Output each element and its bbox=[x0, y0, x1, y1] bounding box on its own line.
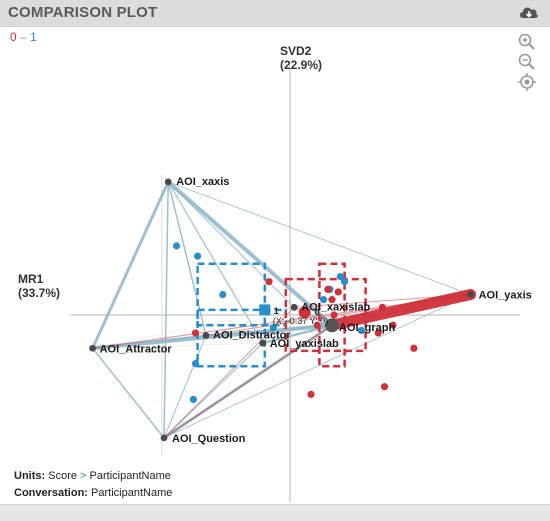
node-AOI_Distractor bbox=[202, 332, 210, 339]
node-label-AOI_Attractor: AOI_Attractor bbox=[100, 343, 173, 355]
network-edge-AOI_Question-AOI_graph bbox=[162, 323, 334, 440]
network-edge-AOI_Question-AOI_yaxis bbox=[163, 294, 472, 439]
units-label: Units: bbox=[14, 470, 46, 482]
network-edge-AOI_Distractor-AOI_graph bbox=[205, 324, 333, 337]
network-edge-AOI_xaxis-AOI_yaxis bbox=[167, 181, 472, 295]
plot-footer-bar bbox=[0, 504, 550, 521]
plot-title: COMPARISON PLOT bbox=[8, 4, 158, 21]
plot-header: COMPARISON PLOT bbox=[0, 0, 550, 27]
data-point-group-0 bbox=[334, 288, 342, 296]
network-edge-AOI_Question-AOI_yaxislab bbox=[163, 342, 264, 439]
zoom-out-icon[interactable] bbox=[517, 52, 537, 72]
centroid-group-1 bbox=[259, 304, 271, 316]
x-axis-title: MR1 (33.7%) bbox=[18, 272, 60, 300]
centroid-group-0 bbox=[298, 306, 311, 319]
data-point-group-0 bbox=[313, 321, 321, 329]
node-label-AOI_xaxislab: AOI_xaxislab bbox=[301, 301, 370, 313]
node-label-AOI_Distractor: AOI_Distractor bbox=[213, 329, 291, 341]
node-AOI_Attractor bbox=[89, 344, 96, 352]
data-point-group-0 bbox=[378, 303, 386, 311]
network-edge-AOI_Question-AOI_graph bbox=[163, 324, 333, 439]
network-edge-AOI_Attractor-AOI_Distractor bbox=[91, 334, 207, 350]
legend-separator: – bbox=[20, 30, 27, 44]
network-edge-AOI_xaxis-AOI_Question bbox=[163, 181, 169, 439]
network-edge-AOI_xaxis-AOI_Attractor bbox=[91, 180, 170, 350]
data-point-group-0 bbox=[328, 296, 336, 304]
data-point-group-0 bbox=[191, 329, 200, 337]
data-point-group-1 bbox=[189, 395, 197, 404]
node-AOI_yaxis bbox=[467, 291, 474, 298]
node-AOI_yaxislab bbox=[259, 339, 267, 347]
y-axis-percent: (22.9%) bbox=[280, 58, 323, 72]
data-point-group-1 bbox=[173, 242, 181, 250]
network-edge-AOI_xaxis-AOI_xaxislab bbox=[167, 181, 295, 308]
network-edge-AOI_graph-AOI_yaxis bbox=[326, 289, 477, 331]
y-axis-title: SVD2 (22.9%) bbox=[280, 44, 322, 72]
target-icon[interactable] bbox=[517, 72, 537, 92]
data-point-group-0 bbox=[380, 383, 389, 391]
node-AOI_Question bbox=[160, 434, 168, 442]
node-label-AOI_xaxis: AOI_xaxis bbox=[176, 176, 229, 188]
marker-label-1: 1 bbox=[274, 306, 279, 316]
color-legend: 0 – 1 bbox=[10, 30, 37, 44]
data-point-group-1 bbox=[269, 324, 277, 332]
network-edge-AOI_Question-AOI_Distractor bbox=[163, 334, 207, 439]
conversation-caption: Conversation: ParticipantName bbox=[14, 487, 172, 499]
data-point-group-1 bbox=[191, 360, 200, 368]
data-point-group-0 bbox=[389, 321, 397, 329]
data-point-group-1 bbox=[336, 273, 344, 281]
data-point-group-1 bbox=[320, 296, 328, 304]
y-axis-name: SVD2 bbox=[280, 44, 312, 58]
marker-label-0: 0 bbox=[315, 307, 320, 317]
data-point-group-1 bbox=[194, 252, 202, 260]
conversation-label: Conversation: bbox=[14, 487, 88, 499]
conversation-value: ParticipantName bbox=[91, 487, 173, 499]
data-point-group-0 bbox=[265, 278, 273, 286]
data-point-group-0 bbox=[307, 390, 315, 398]
network-edge-AOI_xaxis-AOI_Distractor bbox=[167, 181, 207, 337]
node-AOI_xaxislab bbox=[290, 303, 298, 311]
legend-high: 1 bbox=[30, 30, 37, 44]
network-edge-AOI_Attractor-AOI_yaxis bbox=[91, 293, 472, 349]
data-point-group-0 bbox=[330, 311, 338, 319]
units-caption: Units: Score > ParticipantName bbox=[14, 470, 171, 482]
data-point-group-0 bbox=[374, 329, 382, 337]
network-edge-AOI_Attractor-AOI_Question bbox=[91, 347, 165, 439]
group-1-inner-box bbox=[196, 308, 288, 327]
node-AOI_graph bbox=[325, 318, 339, 333]
data-point-group-1 bbox=[219, 290, 227, 299]
node-label-AOI_yaxis: AOI_yaxis bbox=[479, 290, 532, 302]
units-value-2: ParticipantName bbox=[89, 470, 171, 482]
node-AOI_xaxis bbox=[164, 178, 172, 186]
data-point-group-1 bbox=[341, 278, 349, 286]
data-point-group-0 bbox=[410, 344, 418, 352]
x-axis-name: MR1 bbox=[18, 272, 44, 286]
units-value: Score bbox=[48, 470, 77, 482]
group-0-inner-box bbox=[318, 262, 346, 368]
node-label-AOI_Question: AOI_Question bbox=[172, 433, 246, 445]
group-0-box bbox=[284, 277, 367, 353]
x-axis-percent: (33.7%) bbox=[18, 286, 61, 300]
cloud-download-icon[interactable] bbox=[518, 3, 540, 23]
node-label-AOI_yaxislab: AOI_yaxislab bbox=[270, 338, 339, 350]
zoom-in-icon[interactable] bbox=[517, 32, 537, 52]
data-point-group-1 bbox=[357, 326, 365, 334]
coordinate-readout: (X: -0.37 Y: 0) bbox=[273, 316, 328, 326]
comparison-plot[interactable]: AOI_xaxisAOI_yaxisAOI_xaxislabAOI_graphA… bbox=[0, 26, 550, 504]
network-edge-AOI_xaxislab-AOI_yaxis bbox=[293, 294, 472, 308]
legend-low: 0 bbox=[10, 30, 17, 44]
node-label-AOI_graph: AOI_graph bbox=[339, 322, 396, 334]
units-arrow: > bbox=[80, 470, 87, 482]
network-edge-AOI_xaxis-AOI_graph bbox=[166, 179, 334, 328]
data-point-group-0 bbox=[324, 285, 332, 293]
network-edge-AOI_Distractor-AOI_yaxis bbox=[205, 294, 472, 336]
network-edge-AOI_xaxis-AOI_yaxislab bbox=[167, 181, 264, 344]
